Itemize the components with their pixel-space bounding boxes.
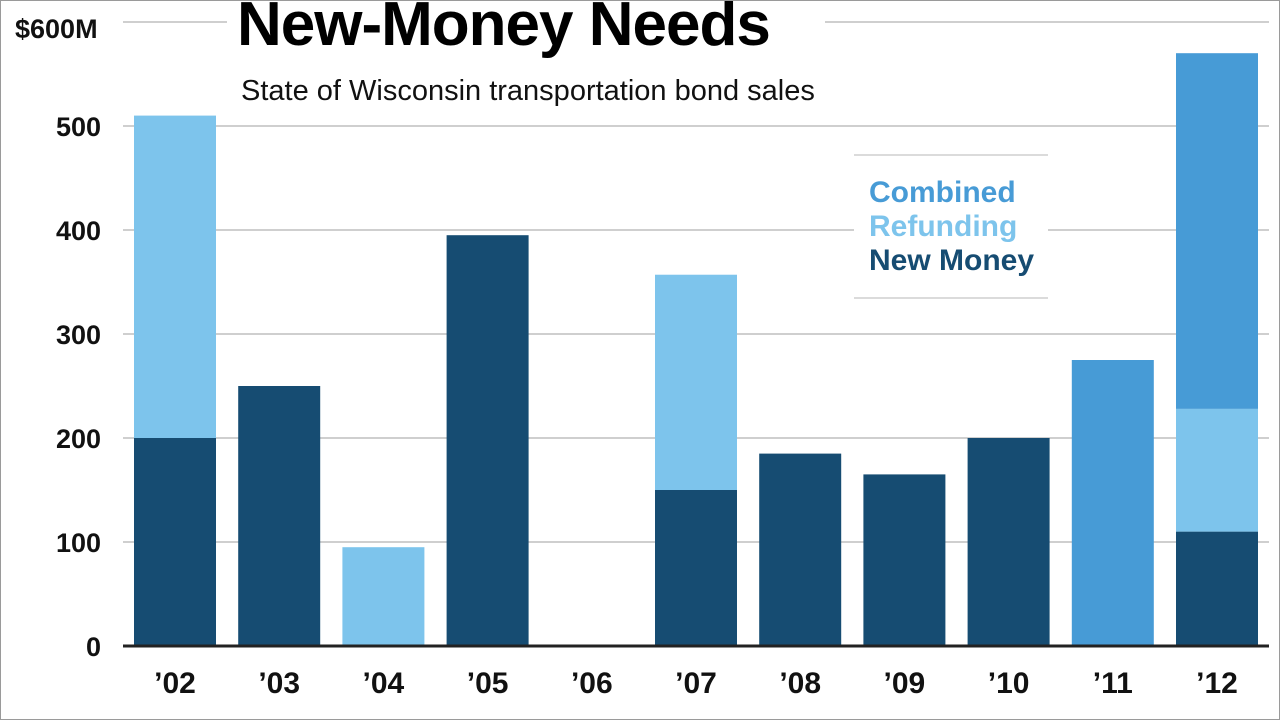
y-tick-label: 500 (56, 112, 101, 142)
x-tick-label: ’12 (1196, 667, 1238, 700)
legend-box (854, 153, 1048, 299)
x-tick-label: ’02 (154, 667, 196, 700)
legend-entry-refunding: Refunding (869, 210, 1017, 243)
x-tick-label: ’11 (1093, 667, 1133, 700)
legend-entry-new-money: New Money (869, 244, 1034, 277)
bar-combined (1176, 53, 1258, 409)
x-tick-label: ’09 (884, 667, 926, 700)
y-tick-label: 100 (56, 528, 101, 558)
x-tick-label: ’08 (779, 667, 821, 700)
legend-entry-combined: Combined (869, 176, 1016, 209)
x-tick-label: ’06 (571, 667, 613, 700)
bars-layer (134, 53, 1258, 646)
y-tick-label: 300 (56, 320, 101, 350)
bar-new-money (446, 235, 529, 646)
y-tick-label: 0 (86, 632, 101, 662)
x-tick-label: ’04 (363, 667, 405, 700)
text-layer: New-Money Needs State of Wisconsin trans… (15, 1, 1238, 700)
x-tick-label: ’05 (467, 667, 509, 700)
bar-refunding (342, 547, 425, 646)
y-tick-label: $600M (15, 14, 98, 44)
bar-combined (1071, 360, 1154, 646)
title-backdrop (227, 1, 825, 55)
y-tick-label: 400 (56, 216, 101, 246)
bar-new-money (655, 490, 737, 646)
bar-new-money (238, 386, 321, 646)
bar-refunding (1176, 408, 1258, 532)
x-tick-label: ’10 (988, 667, 1030, 700)
bar-new-money (863, 474, 946, 646)
bar-refunding (655, 274, 737, 490)
chart-subtitle: State of Wisconsin transportation bond s… (241, 75, 815, 107)
bar-refunding (134, 115, 216, 438)
chart-title: New-Money Needs (237, 1, 770, 59)
bar-new-money (1176, 531, 1258, 646)
bar-new-money (759, 453, 842, 646)
y-tick-label: 200 (56, 424, 101, 454)
bar-new-money (967, 438, 1050, 646)
x-tick-label: ’07 (675, 667, 717, 700)
bar-new-money (134, 438, 216, 646)
x-tick-label: ’03 (258, 667, 300, 700)
